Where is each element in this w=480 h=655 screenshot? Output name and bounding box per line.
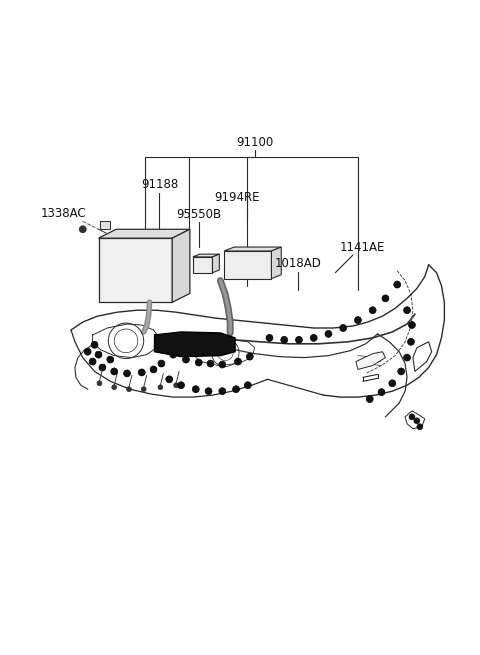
Circle shape [111, 368, 118, 375]
Circle shape [366, 396, 373, 403]
Circle shape [378, 388, 385, 396]
Circle shape [414, 418, 420, 424]
Circle shape [84, 348, 91, 355]
Polygon shape [98, 229, 190, 238]
Polygon shape [172, 229, 190, 303]
Polygon shape [224, 247, 281, 251]
Circle shape [166, 376, 173, 383]
Circle shape [205, 388, 212, 394]
Circle shape [233, 386, 240, 392]
Polygon shape [213, 254, 219, 272]
Circle shape [281, 337, 288, 343]
Circle shape [310, 335, 317, 341]
Circle shape [408, 339, 414, 345]
Text: 1141AE: 1141AE [340, 240, 385, 253]
Circle shape [417, 424, 423, 430]
Circle shape [123, 370, 131, 377]
Circle shape [127, 386, 132, 392]
Circle shape [340, 324, 347, 331]
Circle shape [150, 366, 157, 373]
Text: 1338AC: 1338AC [40, 207, 86, 220]
Circle shape [99, 364, 106, 371]
Circle shape [95, 351, 102, 358]
Polygon shape [356, 352, 385, 369]
Circle shape [394, 281, 401, 288]
Polygon shape [193, 257, 213, 272]
Polygon shape [193, 254, 219, 257]
Text: 95550B: 95550B [176, 208, 221, 221]
Text: 1018AD: 1018AD [275, 257, 322, 271]
Circle shape [398, 368, 405, 375]
Polygon shape [100, 221, 110, 229]
Text: 9194RE: 9194RE [214, 191, 260, 204]
Circle shape [266, 335, 273, 341]
Circle shape [325, 331, 332, 337]
Polygon shape [155, 332, 235, 356]
Polygon shape [224, 251, 272, 278]
Circle shape [182, 356, 190, 363]
Circle shape [195, 359, 202, 366]
Circle shape [174, 383, 179, 388]
Text: 91100: 91100 [236, 136, 274, 149]
Circle shape [97, 381, 102, 386]
Circle shape [246, 353, 253, 360]
Circle shape [404, 307, 410, 314]
Polygon shape [98, 238, 172, 303]
Circle shape [91, 341, 98, 348]
Circle shape [158, 384, 163, 390]
Circle shape [79, 226, 86, 233]
Circle shape [296, 337, 302, 343]
Circle shape [235, 358, 241, 365]
Circle shape [382, 295, 389, 302]
Circle shape [207, 360, 214, 367]
Circle shape [408, 322, 415, 329]
Circle shape [192, 386, 199, 392]
Circle shape [170, 351, 177, 358]
Circle shape [112, 384, 117, 390]
Circle shape [369, 307, 376, 314]
Circle shape [107, 356, 114, 363]
Circle shape [409, 414, 415, 420]
Circle shape [219, 388, 226, 394]
Polygon shape [272, 247, 281, 278]
Text: 91188: 91188 [141, 178, 178, 191]
Circle shape [178, 382, 184, 388]
Circle shape [138, 369, 145, 376]
Circle shape [244, 382, 252, 388]
Circle shape [389, 380, 396, 386]
Circle shape [89, 358, 96, 365]
Circle shape [158, 360, 165, 367]
Circle shape [404, 354, 410, 361]
Circle shape [354, 316, 361, 324]
Circle shape [219, 361, 226, 368]
Circle shape [141, 386, 146, 392]
